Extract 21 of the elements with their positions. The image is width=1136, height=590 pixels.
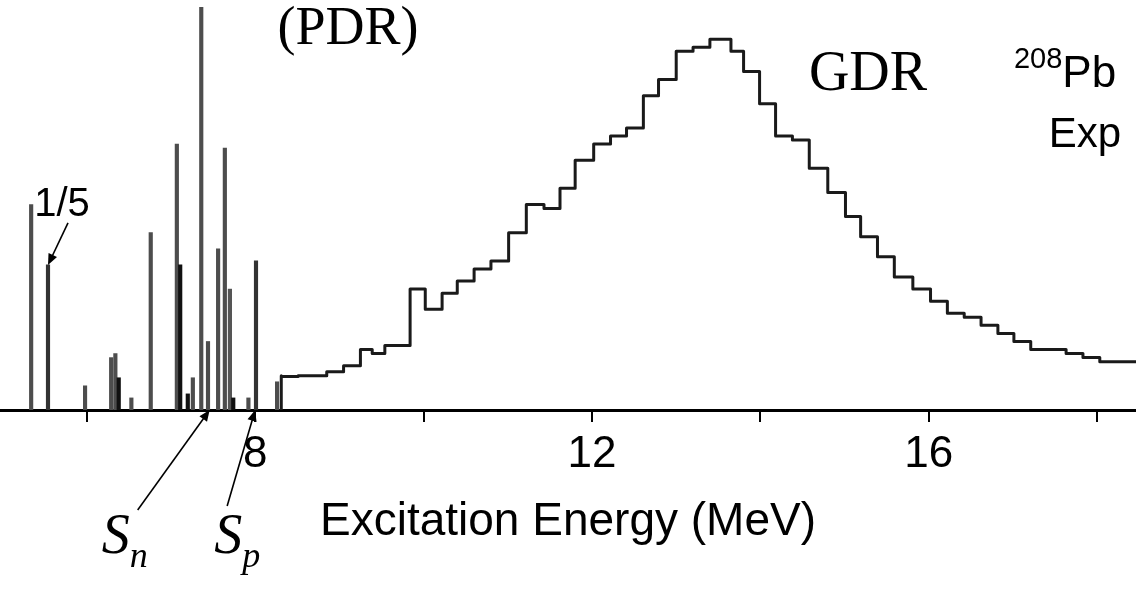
bar	[190, 377, 195, 410]
bar	[116, 377, 121, 410]
bar	[148, 232, 153, 410]
bar	[274, 381, 280, 410]
bar	[82, 385, 88, 410]
bar	[178, 264, 183, 410]
x-tick-label: 12	[567, 426, 617, 476]
x-tick-label: 16	[904, 426, 954, 476]
annotation: Exp	[1048, 108, 1122, 156]
bar	[129, 397, 134, 410]
annotation: (PDR)	[277, 0, 419, 57]
annotation: GDR	[808, 39, 928, 102]
bar	[29, 204, 34, 410]
bar	[185, 393, 190, 410]
x-axis-title: Excitation Energy (MeV)	[320, 493, 816, 546]
annotation: 1/5	[34, 179, 90, 224]
bar	[109, 357, 114, 410]
bar	[231, 397, 236, 410]
bar	[113, 353, 118, 410]
bar	[216, 248, 221, 410]
x-tick-label: 8	[242, 426, 268, 476]
